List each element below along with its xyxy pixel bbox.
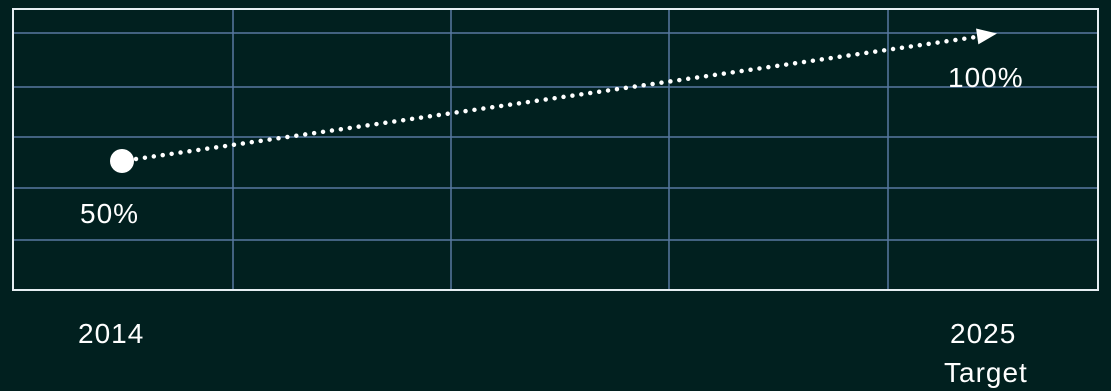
x-tick-label-2025: 2025 [950, 318, 1016, 349]
data-point-start [110, 149, 134, 173]
chart-grid [13, 9, 1098, 290]
x-tick-label-2014: 2014 [78, 318, 144, 349]
series-line [133, 34, 979, 162]
plot-frame [12, 8, 1099, 291]
x-tick-label-target: Target [944, 357, 1028, 388]
data-point-end-arrow [976, 28, 997, 45]
data-label-start: 50% [80, 198, 139, 229]
data-label-end: 100% [948, 62, 1024, 93]
chart-series [110, 28, 997, 173]
